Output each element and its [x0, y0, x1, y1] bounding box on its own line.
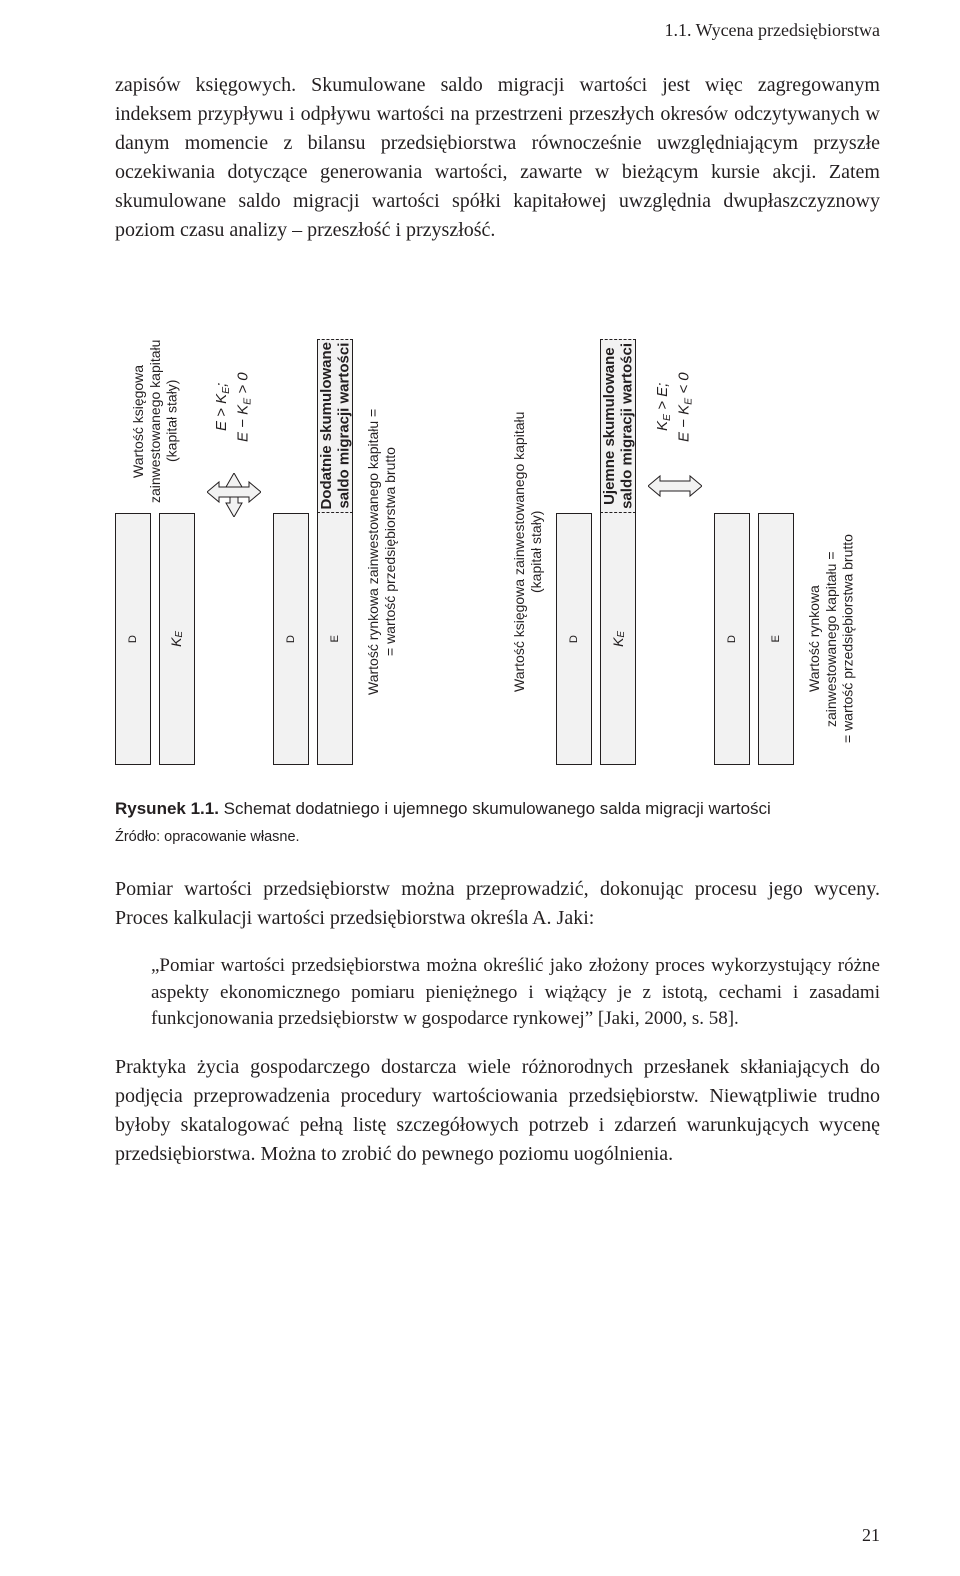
figure-caption: Rysunek 1.1. Schemat dodatniego i ujemne…: [115, 799, 880, 819]
paragraph-3: Praktyka życia gospodarczego dostarcza w…: [115, 1053, 880, 1169]
paragraph-2: Pomiar wartości przedsiębiorstw można pr…: [115, 875, 880, 933]
block-quote: „Pomiar wartości przedsiębiorstwa można …: [151, 953, 880, 1033]
label-D2: D: [285, 635, 298, 643]
label-D: D: [127, 635, 140, 643]
right-bar-E: E: [758, 513, 794, 765]
right-bar-KE: KE: [600, 513, 636, 765]
paragraph-1: zapisów księgowych. Skumulowane saldo mi…: [115, 71, 880, 245]
figure-caption-text: Schemat dodatniego i ujemnego skumulowan…: [219, 799, 771, 818]
figure-body: Wartość księgowazainwestowanego kapitału…: [115, 281, 880, 765]
right-bottom-label: Wartość rynkowazainwestowanego kapitału …: [806, 513, 856, 765]
right-panel: Wartość księgowa zainwestowanego kapitał…: [511, 335, 881, 765]
left-bar-D-2: D: [273, 513, 309, 765]
right-top-label: Wartość księgowa zainwestowanego kapitał…: [511, 339, 545, 765]
h-double-arrow-icon-2: [648, 473, 702, 499]
right-marketvalue-stack: D E: [714, 335, 794, 765]
left-bar-group-1: D KE: [115, 513, 195, 765]
label-KE: KE: [168, 631, 185, 647]
page-root: 1.1. Wycena przedsiębiorstwa zapisów ksi…: [0, 0, 960, 1576]
label-E2: E: [770, 635, 783, 642]
left-bottom-label: Wartość rynkowa zainwestowanego kapitału…: [365, 339, 399, 765]
label-D3: D: [568, 635, 581, 643]
right-bar-group-2: D E: [714, 513, 794, 765]
left-bookvalue-stack: Wartość księgowazainwestowanego kapitału…: [115, 335, 195, 765]
right-bar-group-1: D Ujemne skumulowanesaldo migracji warto…: [556, 339, 636, 765]
left-arrow-area: E > KE;E − KE > 0: [207, 323, 261, 777]
running-head: 1.1. Wycena przedsiębiorstwa: [115, 20, 880, 41]
left-bookvalue-label: Wartość księgowazainwestowanego kapitału…: [130, 339, 180, 503]
left-formula: E > KE;E − KE > 0: [212, 347, 255, 467]
label-KE2: KE: [610, 631, 627, 647]
left-top: [115, 281, 485, 325]
h-double-arrow-icon: [207, 479, 261, 505]
right-mid-label: Ujemne skumulowanesaldo migracji wartośc…: [601, 343, 636, 509]
left-panel: Wartość księgowazainwestowanego kapitału…: [115, 335, 485, 765]
left-bar-E: E: [317, 513, 353, 765]
right-bar-D-2: D: [714, 513, 750, 765]
page-number: 21: [862, 1525, 880, 1546]
right-arrow-area: KE > E;E − KE < 0: [648, 323, 702, 777]
left-mid-label: Dodatnie skumulowanesaldo migracji warto…: [318, 342, 353, 510]
left-bar-E-extra: Dodatnie skumulowanesaldo migracji warto…: [317, 339, 353, 513]
right-top: [511, 281, 881, 325]
right-bookvalue-stack: D Ujemne skumulowanesaldo migracji warto…: [556, 335, 636, 765]
figure-1-1: Wartość księgowazainwestowanego kapitału…: [115, 281, 880, 845]
left-bar-KE: KE: [159, 513, 195, 765]
label-D4: D: [726, 635, 739, 643]
right-formula: KE > E;E − KE < 0: [653, 347, 696, 467]
figure-main-row: Wartość księgowazainwestowanego kapitału…: [115, 335, 880, 765]
right-bar-KE-extra: Ujemne skumulowanesaldo migracji wartośc…: [600, 339, 636, 513]
figure-row-1: [115, 281, 880, 325]
label-E: E: [329, 635, 342, 642]
right-bar-D-1: D: [556, 513, 592, 765]
left-bar-D-1: D: [115, 513, 151, 765]
left-bar-group-2: D Dodatnie skumulowanesaldo migracji war…: [273, 339, 353, 765]
left-marketvalue-stack: D Dodatnie skumulowanesaldo migracji war…: [273, 335, 353, 765]
figure-caption-number: Rysunek 1.1.: [115, 799, 219, 818]
figure-source: Źródło: opracowanie własne.: [115, 829, 880, 845]
